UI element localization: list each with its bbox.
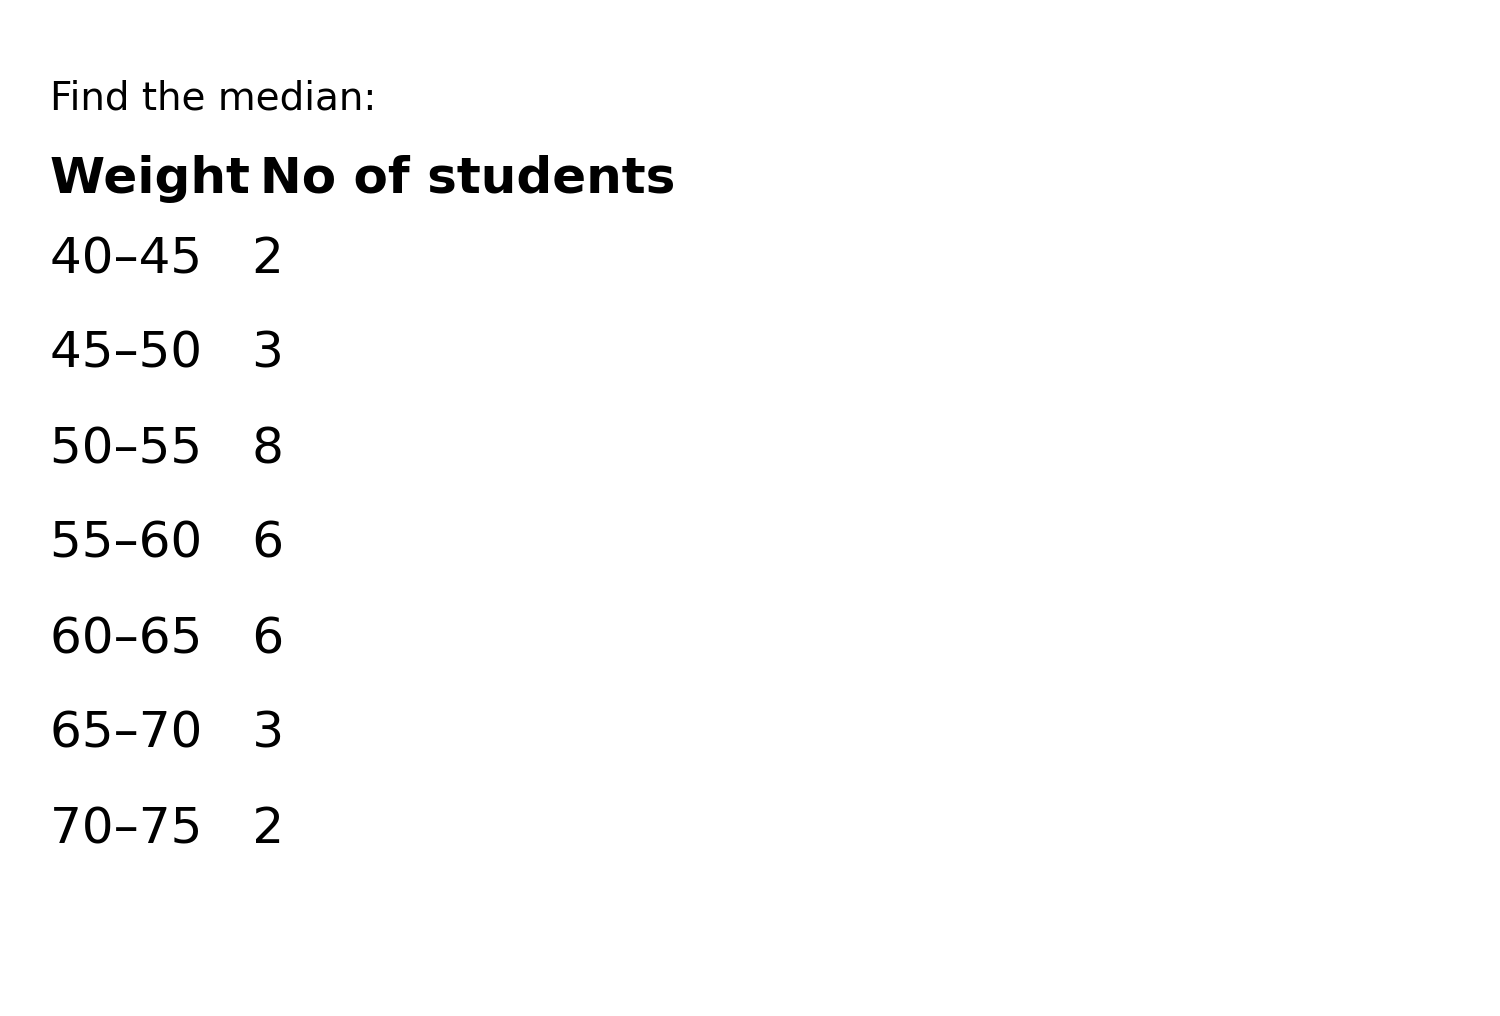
Text: 50–55 8: 50–55 8	[50, 425, 284, 473]
Text: 55–60 6: 55–60 6	[50, 520, 284, 568]
Text: 45–50 3: 45–50 3	[50, 330, 284, 378]
Text: Weight No of students: Weight No of students	[50, 155, 675, 203]
Text: 70–75 2: 70–75 2	[50, 805, 284, 853]
Text: Find the median:: Find the median:	[50, 80, 376, 118]
Text: 60–65 6: 60–65 6	[50, 615, 285, 663]
Text: 65–70 3: 65–70 3	[50, 710, 284, 758]
Text: 40–45 2: 40–45 2	[50, 235, 284, 283]
